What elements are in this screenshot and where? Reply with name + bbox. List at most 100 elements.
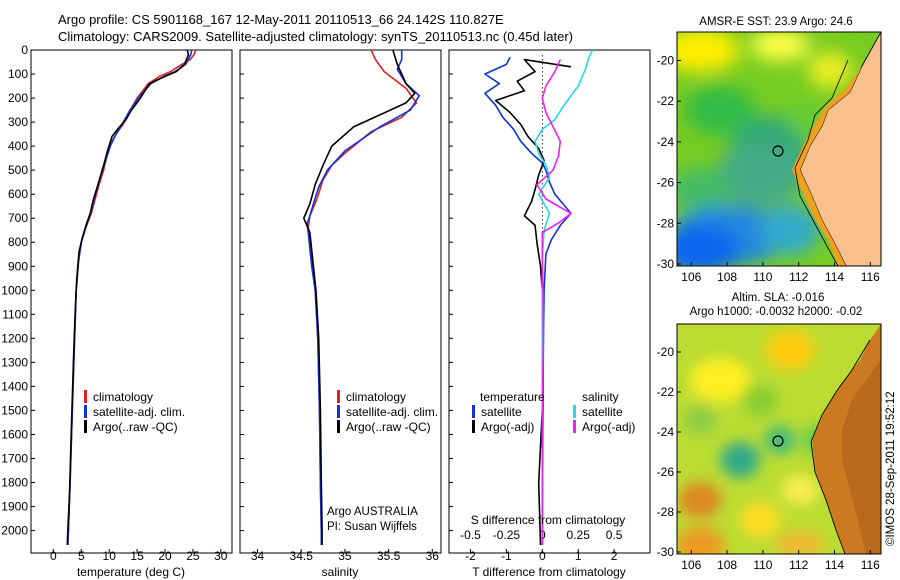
lon-tick-label: 110 — [753, 270, 772, 284]
salinity-legend: climatology satellite-adj. clim. Argo(..… — [337, 390, 438, 434]
lat-tick-label: -24 — [657, 135, 675, 149]
difference-legend: temperature salinity satellite Argo(-adj… — [472, 390, 635, 434]
lat-tick-label: -20 — [657, 54, 675, 68]
x-tick-label: 5 — [78, 549, 85, 563]
depth-tick-label: 900 — [8, 259, 28, 273]
depth-tick-label: 1000 — [1, 283, 28, 297]
x-tick-label: 1 — [575, 549, 582, 563]
x-tick-label: 0 — [50, 549, 57, 563]
lon-tick-label: 114 — [825, 558, 844, 572]
lat-tick-label: -28 — [657, 505, 675, 519]
depth-tick-label: 2000 — [1, 524, 28, 538]
sla-map — [677, 324, 881, 554]
legend-swatch-s-satellite — [573, 405, 576, 418]
lat-tick-label: -20 — [657, 345, 675, 359]
x-tick-label: 35 — [338, 549, 352, 563]
lon-tick-label: 116 — [861, 270, 880, 284]
legend-swatch-satellite — [84, 405, 87, 418]
legend-swatch-climatology — [337, 390, 340, 403]
header-line-1: Argo profile: CS 5901168_167 12-May-2011… — [58, 12, 504, 27]
depth-tick-label: 800 — [8, 235, 28, 249]
x2-tick-label: -0.5 — [460, 528, 481, 542]
argo-line — [66, 49, 190, 546]
depth-tick-label: 1900 — [1, 500, 28, 514]
legend-swatch-t-satellite — [472, 405, 475, 418]
difference-profile-plot: -2 -1 0 1 2-0.5 -0.25 0 0.25 0.5 — [460, 49, 623, 563]
t-difference-axis-label: T difference from climatology — [472, 565, 626, 579]
x-tick-label: 20 — [158, 549, 172, 563]
legend-label-satellite: satellite-adj. clim. — [93, 405, 185, 419]
legend-label-argo: Argo(..raw -QC) — [346, 420, 431, 434]
s-difference-axis-label: S difference from climatology — [471, 513, 626, 527]
temperature-profile-plot: 0 5 10 15 20 25 30 — [50, 49, 228, 563]
x-tick-label: 2 — [611, 549, 618, 563]
sla-deep-zone — [842, 360, 881, 554]
sst-map-frame — [676, 31, 882, 267]
legend-swatch-t-argo — [472, 420, 475, 433]
x-tick-label: 34.5 — [290, 549, 314, 563]
header-line-2: Climatology: CARS2009. Satellite-adjuste… — [58, 29, 573, 44]
depth-tick-label: 400 — [8, 139, 28, 153]
lat-tick-label: -28 — [657, 216, 675, 230]
legend-swatch-argo — [84, 420, 87, 433]
depth-tick-label: 1600 — [1, 428, 28, 442]
legend-label-s-satellite: satellite — [582, 405, 623, 419]
s-argo-line — [536, 59, 572, 545]
x2-tick-label: -0.25 — [493, 528, 521, 542]
legend-label-t-satellite: satellite — [481, 405, 522, 419]
depth-tick-label: 500 — [8, 163, 28, 177]
pi-label: PI: Susan Wijffels — [327, 521, 417, 533]
x-tick-label: 10 — [103, 549, 117, 563]
x-tick-label: 30 — [214, 549, 228, 563]
x-tick-label: 34 — [251, 549, 265, 563]
legend-label-satellite: satellite-adj. clim. — [346, 405, 438, 419]
lat-tick-label: -22 — [657, 385, 675, 399]
depth-tick-label: 1400 — [1, 379, 28, 393]
legend-swatch-satellite — [337, 405, 340, 418]
lat-tick-label: -30 — [657, 257, 675, 271]
x2-tick-label: 0.25 — [567, 528, 591, 542]
x-tick-label: -1 — [501, 549, 512, 563]
legend-swatch-climatology — [84, 390, 87, 403]
depth-axis: 0 100 200 300 400 500 600 700 800 900 1000 1100 1200… — [1, 43, 453, 538]
depth-tick-label: 1700 — [1, 452, 28, 466]
lon-tick-label: 106 — [681, 270, 701, 284]
depth-tick-label: 700 — [8, 211, 28, 225]
sla-map-title-2: Argo h1000: -0.0032 h2000: -0.02 — [690, 306, 863, 318]
legend-label-climatology: climatology — [93, 390, 153, 404]
temperature-legend: climatology satellite-adj. clim. Argo(..… — [84, 390, 185, 434]
sst-coastal-strip — [792, 66, 862, 266]
sst-map — [677, 32, 881, 266]
sla-float-marker — [772, 435, 784, 447]
depth-tick-label: 1500 — [1, 403, 28, 417]
lat-tick-label: -26 — [657, 176, 675, 190]
depth-tick-label: 100 — [8, 67, 28, 81]
temperature-axis-label: temperature (deg C) — [77, 565, 185, 579]
sst-float-marker — [772, 145, 784, 157]
salinity-profile-plot: 34 34.5 35 35.5 36 — [251, 49, 440, 563]
salinity-panel — [239, 49, 442, 554]
legend-header-salinity: salinity — [582, 390, 619, 404]
argo-australia-label: Argo AUSTRALIA — [327, 506, 418, 518]
x-tick-label: 0 — [539, 549, 546, 563]
depth-tick-label: 200 — [8, 91, 28, 105]
legend-label-s-argo: Argo(-adj) — [582, 420, 635, 434]
depth-tick-label: 1300 — [1, 355, 28, 369]
sst-map-title: AMSR-E SST: 23.9 Argo: 24.6 — [699, 16, 852, 28]
lat-tick-label: -30 — [657, 545, 675, 559]
depth-tick-label: 1800 — [1, 476, 28, 490]
depth-tick-label: 0 — [21, 43, 28, 57]
lon-tick-label: 116 — [861, 558, 880, 572]
lon-tick-label: 110 — [753, 558, 772, 572]
depth-tick-label: 600 — [8, 187, 28, 201]
legend-label-argo: Argo(..raw -QC) — [93, 420, 178, 434]
lon-tick-label: 112 — [789, 558, 808, 572]
s-satellite-line — [534, 49, 594, 545]
x-tick-label: 15 — [130, 549, 144, 563]
legend-label-climatology: climatology — [346, 390, 406, 404]
depth-tick-label: 1100 — [2, 307, 28, 321]
temperature-panel — [30, 49, 233, 554]
sla-coastline — [810, 339, 871, 554]
x-tick-label: 36 — [426, 549, 440, 563]
